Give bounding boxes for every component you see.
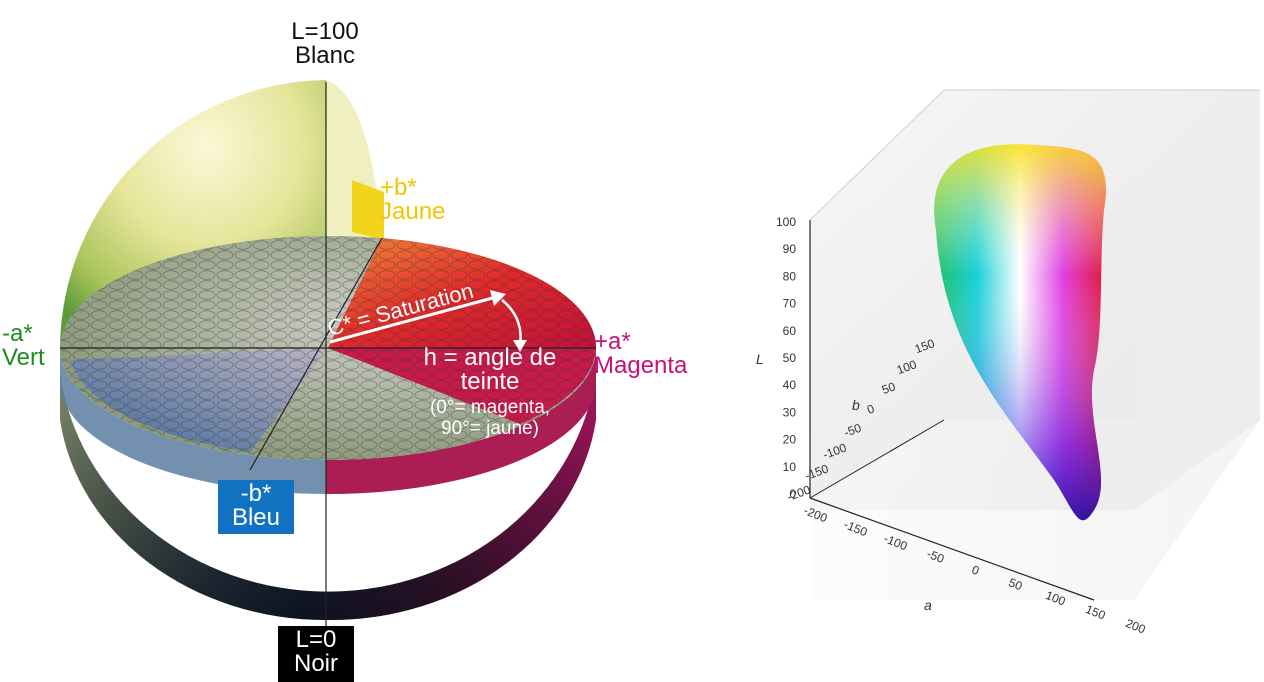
lab-sphere-illustration: C* = Saturation <box>60 80 597 626</box>
l-axis-tick-label: 80 <box>783 269 797 283</box>
plot-right-wall <box>1134 90 1260 510</box>
a-axis-tick-label: 150 <box>1084 602 1108 623</box>
b-axis-tick-label: -50 <box>842 421 863 440</box>
a-axis-tick-label: 0 <box>970 563 982 579</box>
label-yellow: +b* Jaune <box>380 174 446 225</box>
b-axis-tick-label: 0 <box>865 401 876 417</box>
a-axis-title: a <box>924 597 932 613</box>
l-axis-title: L <box>756 351 764 367</box>
l-axis-tick-label: 60 <box>783 324 797 338</box>
l-axis-tick-label: 20 <box>783 433 797 447</box>
l-axis-tick-label: 0 <box>789 487 796 501</box>
b-axis-tick-label: 150 <box>913 336 937 356</box>
b-axis-title: b <box>852 397 860 413</box>
b-axis-tick-label: 50 <box>880 379 898 397</box>
label-white-top: L=100 Blanc <box>291 18 359 69</box>
l-axis-tick-label: 100 <box>776 215 796 229</box>
l-axis-tick-label: 90 <box>783 242 797 256</box>
plot-floor <box>810 420 1260 600</box>
label-blue: -b* Bleu <box>218 480 294 534</box>
l-axis-tick-label: 50 <box>783 351 797 365</box>
b-axis <box>249 237 383 471</box>
label-black-bottom: L=0 Noir <box>278 626 354 682</box>
a-axis-tick-label: 200 <box>1124 616 1148 637</box>
b-axis-tick-label: -200 <box>785 482 813 503</box>
b-axis-tick-label: 100 <box>895 357 919 377</box>
l-axis-tick-label: 70 <box>783 297 797 311</box>
a-axis-tick-label: 50 <box>1007 575 1025 593</box>
l-axis-tick-label: 30 <box>783 405 797 419</box>
label-hue-angle: h = angle de teinte (0°= magenta, 90°= j… <box>423 344 557 439</box>
yellow-wedge <box>352 180 384 240</box>
label-magenta: +a* Magenta <box>594 328 688 379</box>
l-axis-tick-label: 10 <box>783 460 797 474</box>
l-axis-tick-label: 40 <box>783 378 797 392</box>
label-green: -a* Vert <box>2 320 45 371</box>
a-axis-tick-label: -50 <box>925 547 947 567</box>
saturation-arrow <box>329 294 501 344</box>
